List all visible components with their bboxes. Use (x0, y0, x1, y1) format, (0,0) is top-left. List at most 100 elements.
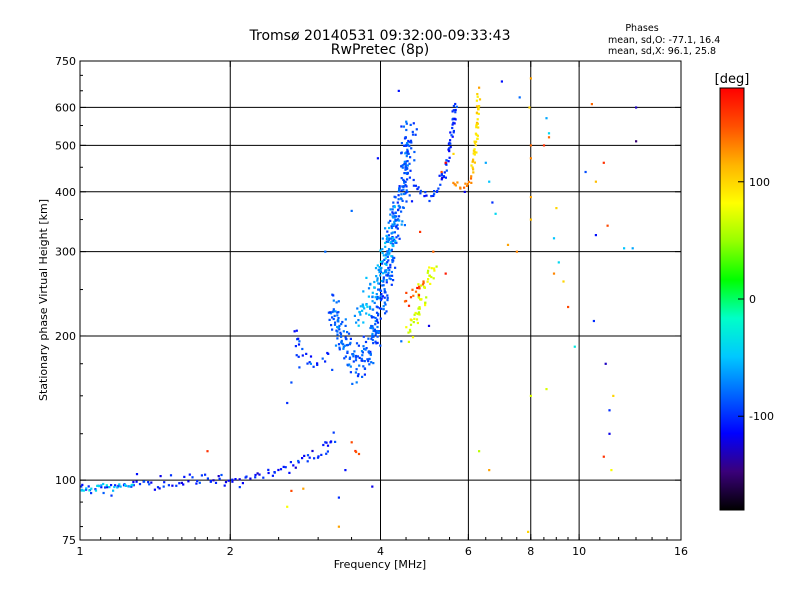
scatter-point (518, 96, 521, 99)
trace-point (369, 282, 372, 285)
trace-point (171, 484, 174, 487)
trace-point (227, 479, 230, 482)
trace-point (332, 431, 335, 434)
trace-point (397, 218, 400, 221)
trace-point (405, 200, 408, 203)
trace-point (254, 473, 257, 477)
scatter-point (608, 432, 611, 435)
trace-point (365, 303, 368, 306)
scatter-point (529, 394, 532, 397)
trace-point (430, 267, 433, 270)
trace-point (150, 481, 153, 484)
colorbar-label: [deg] (715, 72, 750, 87)
trace-point (326, 351, 329, 355)
trace-point (284, 466, 287, 469)
trace-point (209, 480, 212, 483)
trace-point (196, 479, 199, 483)
trace-point (391, 243, 394, 246)
trace-point (419, 189, 422, 192)
trace-point (374, 330, 377, 333)
trace-point (382, 278, 385, 281)
trace-point (365, 312, 368, 315)
trace-point (333, 314, 336, 317)
trace-point (336, 311, 339, 314)
trace-point (367, 360, 370, 363)
trace-point (112, 489, 115, 492)
phases-heading: Phases (625, 23, 658, 34)
trace-point (321, 357, 324, 360)
trace-point (401, 206, 404, 209)
trace-point (224, 481, 228, 484)
trace-point (294, 345, 297, 348)
trace-point (288, 471, 291, 474)
trace-point (413, 317, 416, 320)
y-tick-label: 75 (62, 534, 76, 547)
trace-point (384, 291, 387, 294)
trace-point (416, 286, 419, 290)
trace-point (386, 296, 389, 299)
scatter-point (528, 106, 531, 109)
scatter-point (344, 469, 347, 472)
scatter-point (635, 140, 638, 143)
scatter-point (500, 80, 503, 83)
trace-point (475, 121, 479, 124)
chart-subtitle: RwPretec (8p) (331, 42, 429, 58)
trace-point (316, 456, 320, 459)
trace-point (416, 321, 419, 325)
trace-point (388, 249, 392, 253)
trace-point (309, 355, 313, 358)
trace-point (430, 195, 433, 198)
trace-point (371, 332, 374, 335)
scatter-point (594, 234, 597, 237)
trace-point (440, 172, 443, 175)
trace-point (143, 480, 146, 483)
trace-point (388, 277, 391, 280)
trace-point (454, 184, 457, 187)
trace-point (471, 166, 474, 169)
y-tick-label: 300 (55, 246, 76, 259)
trace-point (369, 307, 372, 310)
trace-point (241, 482, 244, 485)
trace-point (437, 187, 440, 190)
trace-point (412, 321, 415, 324)
trace-point (456, 181, 459, 184)
trace-point (376, 318, 379, 321)
trace-point (387, 237, 391, 240)
trace-point (402, 185, 406, 188)
trace-point (380, 279, 383, 283)
trace-point (473, 150, 476, 153)
trace-point (402, 188, 405, 191)
trace-point (313, 457, 316, 460)
trace-point (335, 301, 338, 304)
trace-point (359, 313, 362, 316)
axis-ticks: 1 2 4 6 8 10 16 75 100 200 300 400 500 600 750 (55, 55, 688, 558)
scatter-point (478, 86, 481, 89)
colorbar-tick-label: 100 (749, 176, 770, 189)
trace-point (423, 286, 426, 289)
trace-point (338, 324, 341, 327)
trace-point (416, 187, 419, 191)
scatter-point (331, 368, 334, 371)
trace-point (324, 360, 327, 363)
scatter-point (488, 469, 491, 472)
scatter-point (212, 479, 215, 482)
trace-point (397, 234, 400, 237)
trace-point (81, 483, 84, 486)
trace-point (308, 361, 311, 364)
trace-point (346, 350, 349, 353)
trace-point (383, 258, 386, 261)
trace-point (388, 274, 391, 277)
trace-point (472, 149, 475, 152)
trace-point (342, 330, 345, 333)
trace-point (405, 291, 408, 294)
trace-point (470, 164, 473, 167)
scatter-point (494, 212, 497, 215)
trace-point (295, 329, 298, 332)
trace-point (267, 468, 270, 471)
trace-point (393, 222, 396, 226)
trace-point (385, 269, 388, 272)
trace-point (132, 484, 135, 487)
trace-point (393, 220, 396, 223)
trace-point (337, 317, 340, 320)
trace-point (395, 241, 398, 244)
